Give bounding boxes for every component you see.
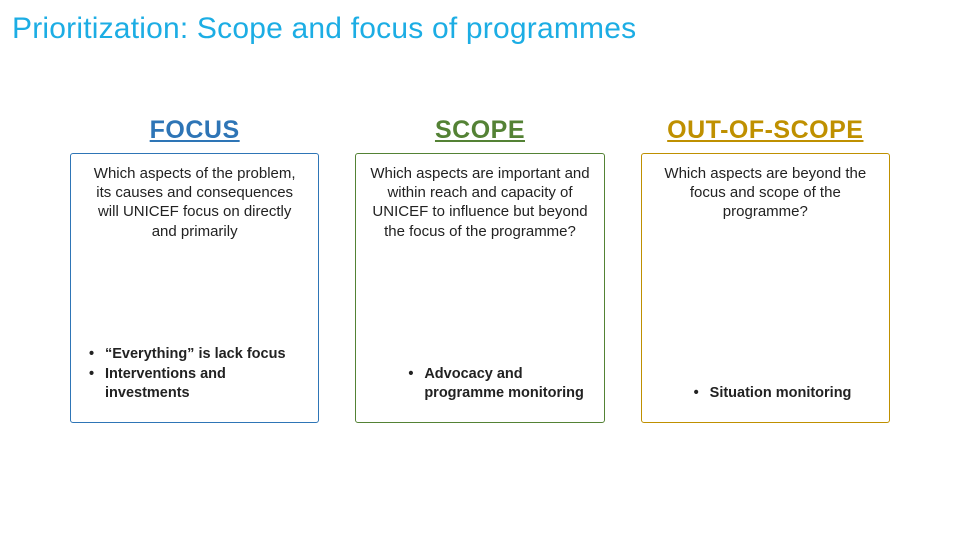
columns-container: FOCUS Which aspects of the problem, its c… <box>10 116 950 423</box>
column-heading: SCOPE <box>355 116 604 145</box>
column: SCOPE Which aspects are important and wit… <box>355 116 604 423</box>
column: FOCUS Which aspects of the problem, its c… <box>70 116 319 423</box>
column: OUT-OF-SCOPE Which aspects are beyond the… <box>641 116 890 423</box>
card-description: Which aspects are important and within r… <box>370 164 589 241</box>
column-heading: FOCUS <box>70 116 319 145</box>
card-bullets: “Everything” is lack focusInterventions … <box>85 345 304 410</box>
bullet-item: Situation monitoring <box>690 384 875 404</box>
bullet-item: Advocacy and programme monitoring <box>404 365 589 404</box>
slide-title: Prioritization: Scope and focus of progr… <box>12 12 950 46</box>
card-bullets: Situation monitoring <box>656 384 875 410</box>
bullet-item: Interventions and investments <box>85 365 304 404</box>
card-bullets: Advocacy and programme monitoring <box>370 365 589 410</box>
card-description: Which aspects of the problem, its causes… <box>85 164 304 241</box>
card: Which aspects are beyond the focus and s… <box>641 153 890 423</box>
column-heading: OUT-OF-SCOPE <box>641 116 890 145</box>
card: Which aspects are important and within r… <box>355 153 604 423</box>
card: Which aspects of the problem, its causes… <box>70 153 319 423</box>
bullet-item: “Everything” is lack focus <box>85 345 304 365</box>
card-description: Which aspects are beyond the focus and s… <box>656 164 875 222</box>
